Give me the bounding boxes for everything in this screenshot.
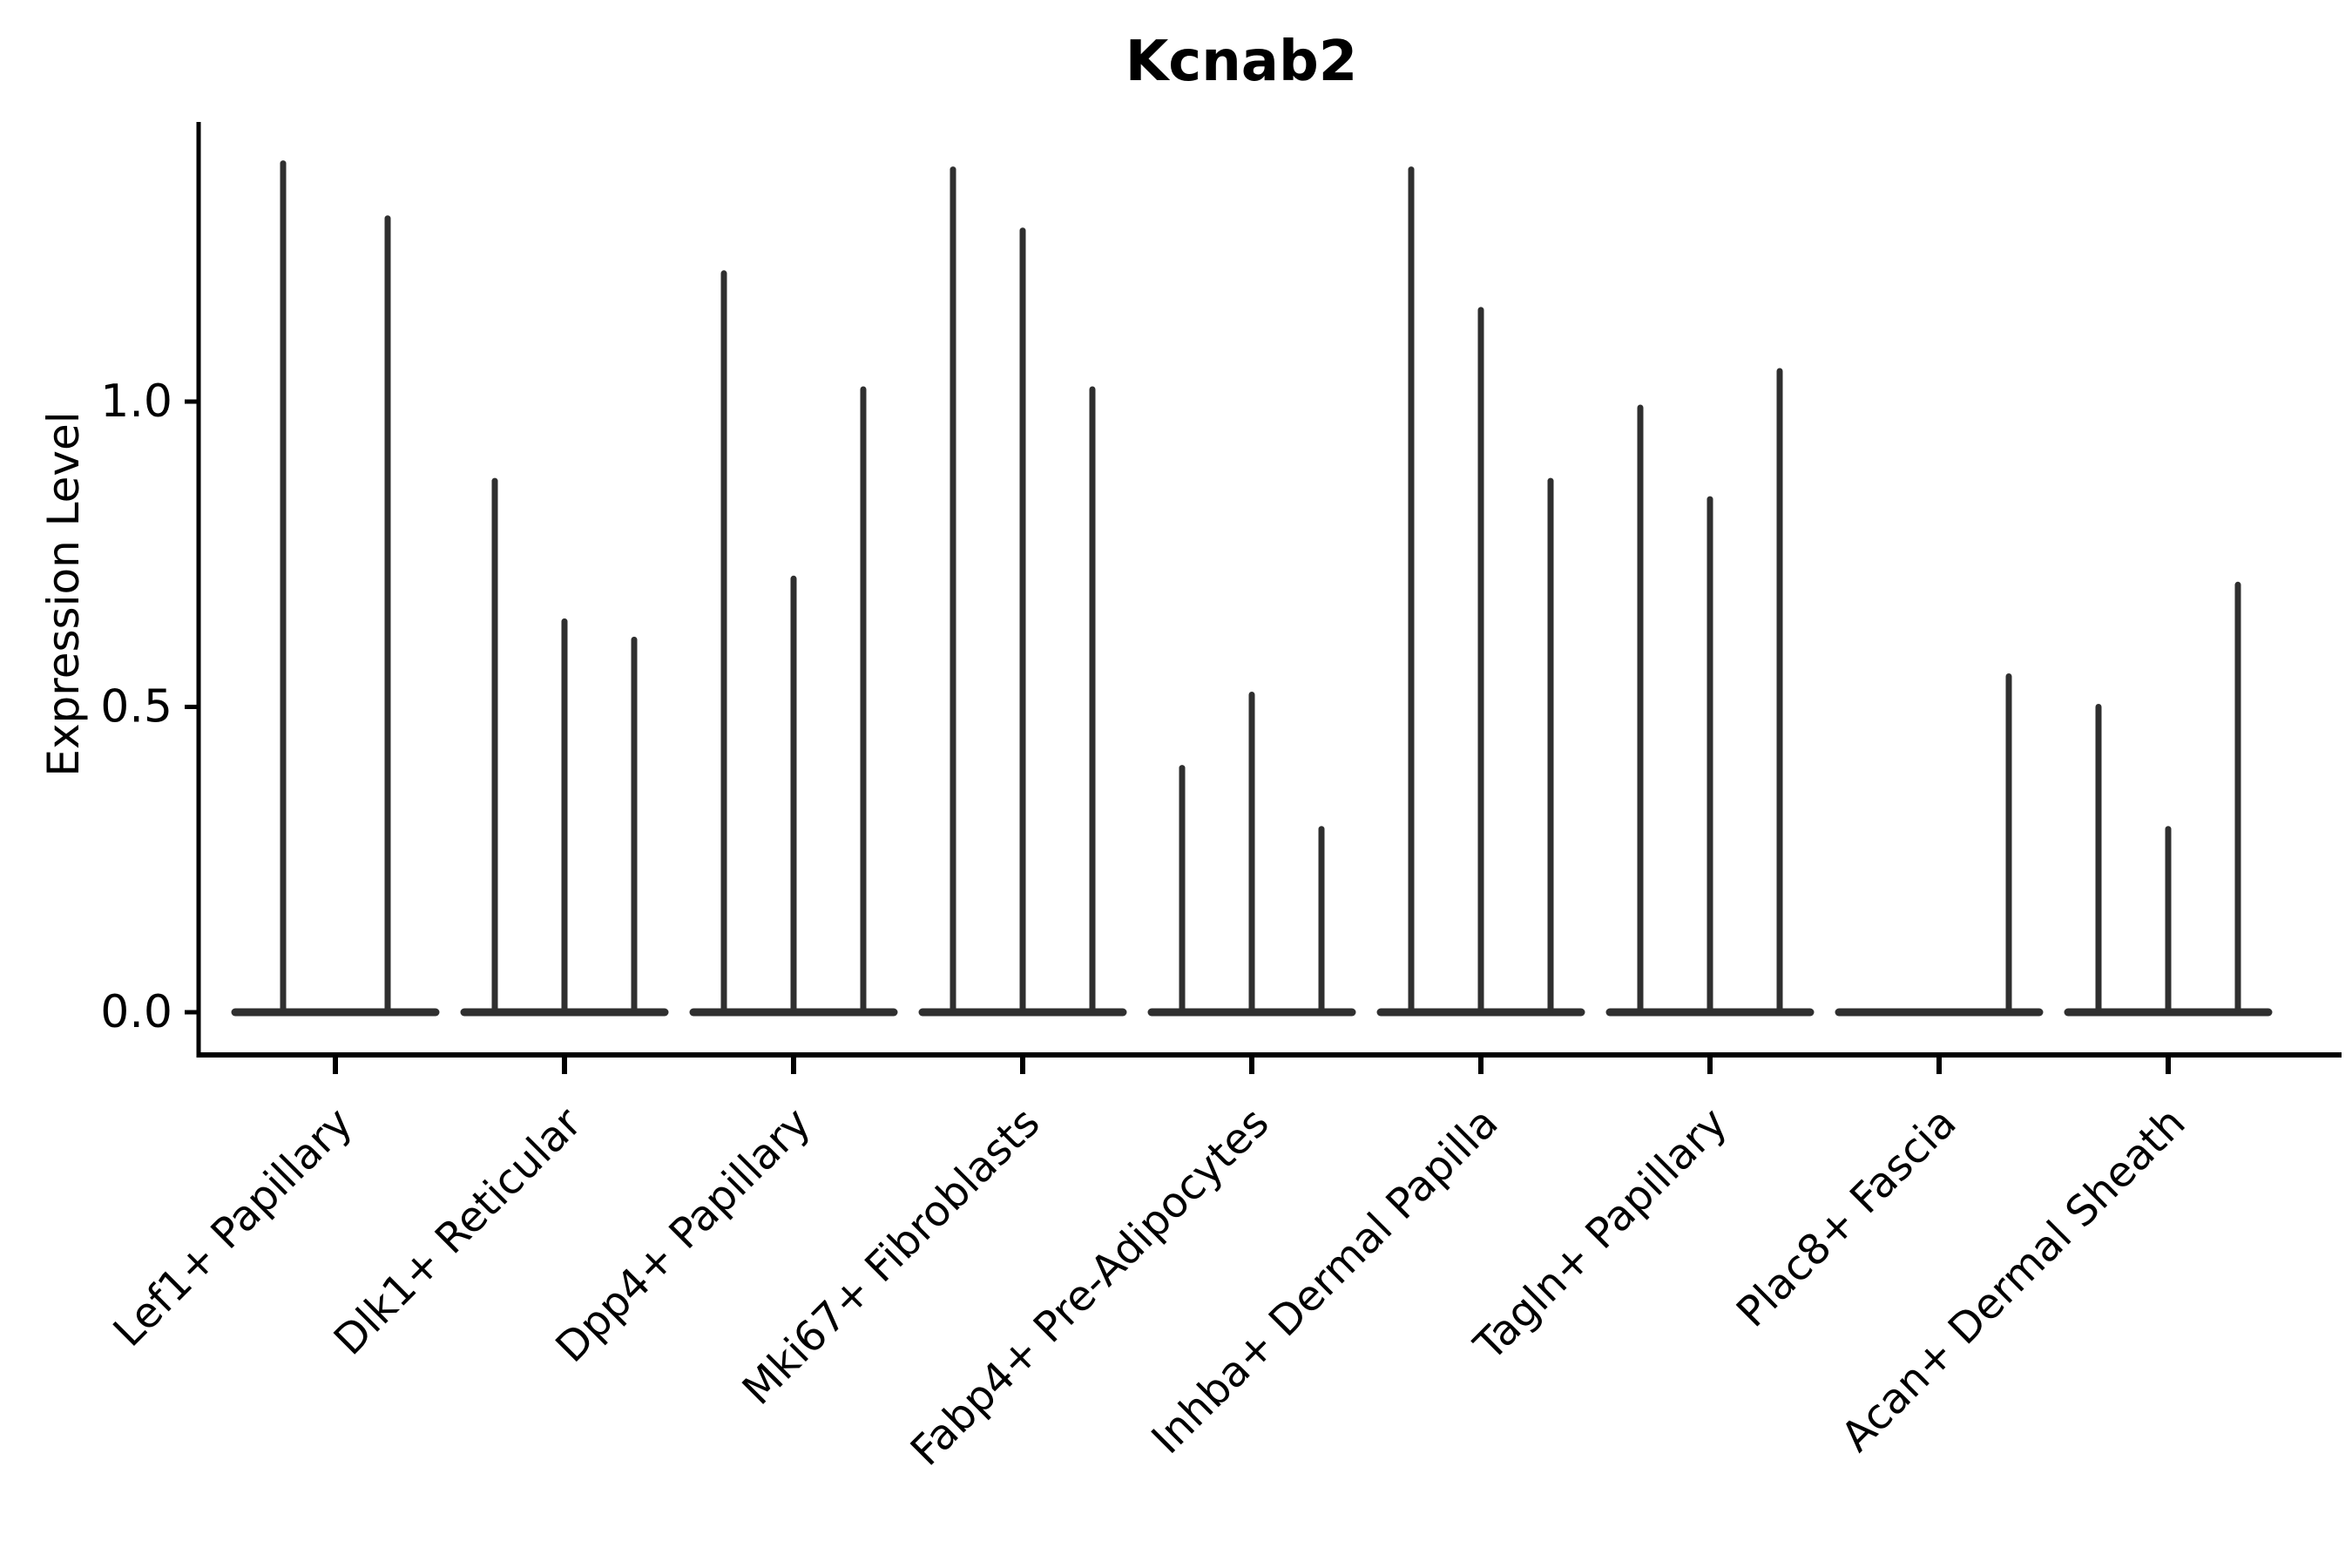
chart-title: Kcnab2 — [1125, 30, 1358, 94]
y-tick-label: 1.0 — [100, 375, 172, 428]
y-tick-label: 0.0 — [100, 986, 172, 1038]
y-tick-label: 0.5 — [100, 681, 172, 733]
x-tick-label: Lef1+ Papillary — [105, 1098, 362, 1356]
x-tick-label: Dpp4+ Papillary — [546, 1098, 820, 1372]
x-tick-label: Dlk1+ Reticular — [325, 1098, 591, 1365]
x-tick-label: Tagln+ Papillary — [1464, 1098, 1736, 1370]
x-tick-label: Plac8+ Fascia — [1727, 1098, 1966, 1337]
